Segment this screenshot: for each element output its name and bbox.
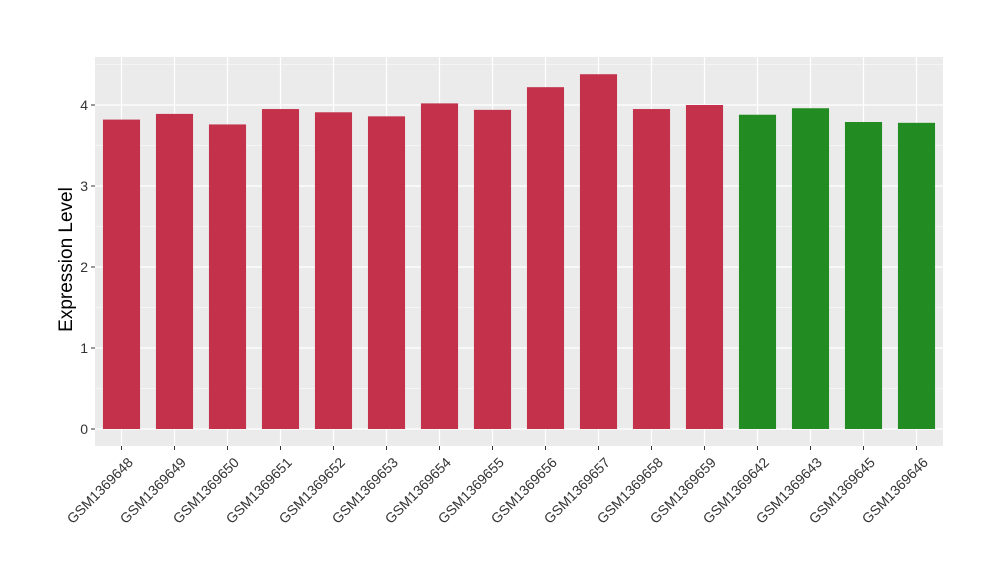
y-tick-label: 2 [80, 259, 88, 275]
bar [314, 112, 353, 429]
bars [102, 74, 936, 430]
bar [685, 105, 724, 429]
bar [261, 109, 300, 430]
bar [791, 108, 830, 430]
bar [526, 87, 565, 430]
y-axis: 0 1 2 3 4 [80, 97, 95, 437]
bar [632, 109, 671, 430]
bar [208, 124, 247, 429]
y-tick-label: 0 [80, 421, 88, 437]
bar [897, 122, 936, 429]
y-axis-title: Expression Level [56, 187, 77, 332]
bar [102, 119, 141, 429]
y-tick-label: 3 [80, 178, 88, 194]
bar [473, 109, 512, 430]
bar [579, 74, 618, 429]
bar [420, 103, 459, 429]
y-tick-label: 1 [80, 340, 88, 356]
bar [155, 113, 194, 429]
bar [844, 122, 883, 429]
x-axis: GSM1369648GSM1369649GSM1369650GSM1369651… [64, 446, 931, 527]
bar [738, 114, 777, 429]
bar [367, 116, 406, 429]
y-tick-label: 4 [80, 97, 88, 113]
